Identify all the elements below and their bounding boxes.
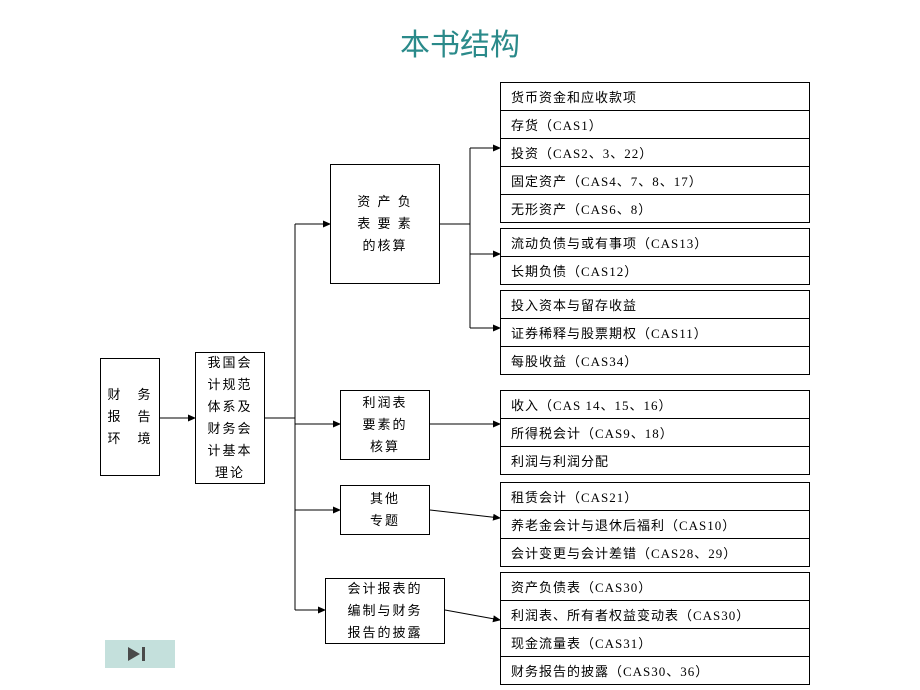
leaf-item: 会计变更与会计差错（CAS28、29）: [501, 539, 809, 566]
leaf-group-3: 收入（CAS 14、15、16）所得税会计（CAS9、18）利润与利润分配: [500, 390, 810, 475]
leaf-item: 利润与利润分配: [501, 447, 809, 474]
play-end-icon: [126, 645, 154, 663]
leaf-item: 现金流量表（CAS31）: [501, 629, 809, 657]
leaf-item: 长期负债（CAS12）: [501, 257, 809, 284]
leaf-group-4: 租赁会计（CAS21）养老金会计与退休后福利（CAS10）会计变更与会计差错（C…: [500, 482, 810, 567]
leaf-group-2: 投入资本与留存收益证券稀释与股票期权（CAS11）每股收益（CAS34）: [500, 290, 810, 375]
leaf-item: 每股收益（CAS34）: [501, 347, 809, 374]
leaf-item: 固定资产（CAS4、7、8、17）: [501, 167, 809, 195]
leaf-item: 养老金会计与退休后福利（CAS10）: [501, 511, 809, 539]
node-other: 其他专题: [340, 485, 430, 535]
leaf-item: 货币资金和应收款项: [501, 83, 809, 111]
leaf-item: 利润表、所有者权益变动表（CAS30）: [501, 601, 809, 629]
leaf-item: 收入（CAS 14、15、16）: [501, 391, 809, 419]
leaf-item: 存货（CAS1）: [501, 111, 809, 139]
leaf-item: 投入资本与留存收益: [501, 291, 809, 319]
leaf-item: 所得税会计（CAS9、18）: [501, 419, 809, 447]
leaf-item: 投资（CAS2、3、22）: [501, 139, 809, 167]
node-assets: 资 产 负表 要 素的核算: [330, 164, 440, 284]
node-china-accounting-theory: 我国会计规范体系及财务会计基本理论: [195, 352, 265, 484]
node-report: 会计报表的编制与财务报告的披露: [325, 578, 445, 644]
node-profit: 利润表要素的核算: [340, 390, 430, 460]
leaf-group-5: 资产负债表（CAS30）利润表、所有者权益变动表（CAS30）现金流量表（CAS…: [500, 572, 810, 685]
leaf-group-0: 货币资金和应收款项存货（CAS1）投资（CAS2、3、22）固定资产（CAS4、…: [500, 82, 810, 223]
leaf-item: 财务报告的披露（CAS30、36）: [501, 657, 809, 684]
leaf-item: 无形资产（CAS6、8）: [501, 195, 809, 222]
leaf-group-1: 流动负债与或有事项（CAS13）长期负债（CAS12）: [500, 228, 810, 285]
node-financial-report-env: 财 务报 告环 境: [100, 358, 160, 476]
leaf-item: 证券稀释与股票期权（CAS11）: [501, 319, 809, 347]
leaf-item: 租赁会计（CAS21）: [501, 483, 809, 511]
page-title: 本书结构: [0, 20, 920, 64]
nav-next-button[interactable]: [105, 640, 175, 668]
leaf-item: 流动负债与或有事项（CAS13）: [501, 229, 809, 257]
leaf-item: 资产负债表（CAS30）: [501, 573, 809, 601]
